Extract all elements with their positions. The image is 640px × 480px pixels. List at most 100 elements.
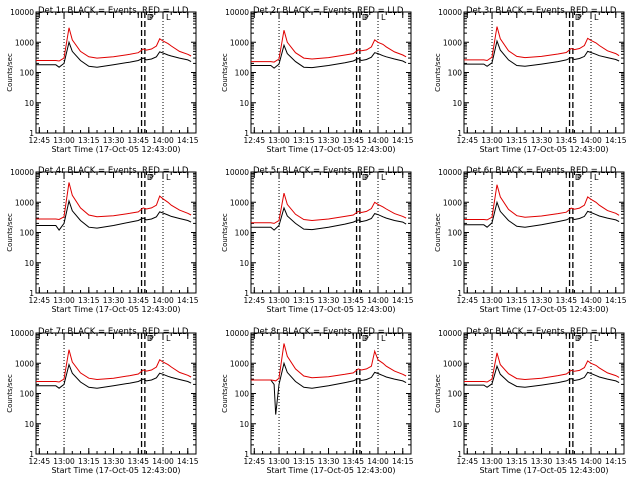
flag-label: D: [575, 13, 581, 22]
x-tick-label: 14:00: [367, 136, 389, 145]
panel-title: Det 2r BLACK = Events, RED = LLD: [253, 6, 404, 16]
flag-label: L: [381, 13, 386, 22]
x-axis-label: Start Time (17-Oct-05 12:43:00): [266, 305, 395, 314]
flag-label: D: [147, 13, 153, 22]
series-line-lld: [36, 349, 192, 383]
series-line-events: [36, 40, 192, 68]
x-axis-label: Start Time (17-Oct-05 12:43:00): [479, 145, 608, 154]
x-tick-label: 13:00: [268, 296, 290, 305]
y-tick-label: 100: [235, 229, 250, 238]
y-tick-label: 1000: [230, 359, 249, 368]
panel-title: Det 8r BLACK = Events, RED = LLD: [253, 327, 404, 337]
series-line-events: [464, 39, 620, 67]
x-tick-label: 14:00: [580, 296, 602, 305]
x-axis-label: Start Time (17-Oct-05 12:43:00): [51, 466, 180, 475]
x-axis-label: Start Time (17-Oct-05 12:43:00): [479, 305, 608, 314]
y-tick-label: 10000: [10, 168, 34, 177]
y-tick-label: 1: [29, 129, 34, 138]
panel-title: Det 1r BLACK = Events, RED = LLD: [38, 6, 189, 16]
series-line-lld: [464, 352, 620, 383]
x-tick-label: 13:45: [555, 136, 577, 145]
x-tick-label: 13:30: [318, 457, 340, 466]
x-tick-label: 13:15: [506, 136, 528, 145]
y-tick-label: 10: [239, 99, 249, 108]
chart-panel-3: 1 10 100 1000 10000 12:45 13:00 13:15 13:30 13:45…: [434, 6, 627, 154]
x-tick-label: 13:15: [506, 296, 528, 305]
series-line-events: [36, 199, 192, 231]
y-tick-label: 10: [24, 420, 34, 429]
y-axis-label: Counts/sec: [434, 53, 442, 92]
flag-label: L: [166, 13, 171, 22]
flag-label: L: [166, 173, 171, 182]
x-tick-label: 13:45: [555, 296, 577, 305]
x-tick-label: 13:15: [293, 296, 315, 305]
x-tick-label: 12:45: [28, 457, 50, 466]
x-tick-label: 13:30: [318, 136, 340, 145]
x-axis-label: Start Time (17-Oct-05 12:43:00): [51, 145, 180, 154]
flag-label: D: [362, 173, 368, 182]
x-tick-label: 14:15: [177, 136, 199, 145]
x-tick-label: 13:15: [78, 136, 100, 145]
series-line-lld: [251, 30, 407, 63]
x-tick-label: 12:45: [456, 457, 478, 466]
panel-title: Det 9r BLACK = Events, RED = LLD: [466, 327, 617, 337]
x-axis-label: Start Time (17-Oct-05 12:43:00): [266, 145, 395, 154]
x-tick-label: 13:00: [53, 296, 75, 305]
series-line-events: [464, 200, 620, 228]
flag-label: D: [362, 334, 368, 343]
x-tick-label: 14:15: [392, 136, 414, 145]
y-tick-label: 1000: [443, 359, 462, 368]
flag-label: L: [381, 173, 386, 182]
y-tick-label: 10000: [438, 329, 462, 338]
x-tick-label: 13:45: [342, 296, 364, 305]
x-tick-label: 14:00: [580, 136, 602, 145]
flag-label: P: [149, 13, 154, 22]
y-tick-label: 10000: [10, 329, 34, 338]
series-line-lld: [251, 192, 407, 224]
plot-frame: [463, 332, 625, 455]
series-line-events: [36, 362, 192, 389]
y-tick-label: 1: [457, 450, 462, 459]
series-line-lld: [464, 184, 620, 221]
x-tick-label: 12:45: [28, 136, 50, 145]
series-line-events: [251, 43, 407, 69]
x-tick-label: 14:15: [605, 296, 627, 305]
x-tick-label: 13:45: [127, 457, 149, 466]
y-tick-label: 100: [448, 229, 463, 238]
x-tick-label: 13:45: [127, 296, 149, 305]
y-tick-label: 1000: [443, 38, 462, 47]
series-line-lld: [464, 26, 620, 62]
flag-label: P: [577, 334, 582, 343]
flag-label: P: [577, 173, 582, 182]
x-tick-label: 13:30: [531, 296, 553, 305]
y-tick-label: 10: [24, 259, 34, 268]
x-tick-label: 13:00: [268, 457, 290, 466]
x-tick-label: 13:30: [103, 136, 125, 145]
y-axis-label: Counts/sec: [6, 374, 14, 413]
x-tick-label: 14:00: [367, 296, 389, 305]
y-tick-label: 1: [244, 450, 249, 459]
x-tick-label: 12:45: [243, 136, 265, 145]
x-tick-label: 14:00: [367, 457, 389, 466]
plot-frame: [35, 171, 197, 294]
flag-label: P: [364, 173, 369, 182]
flag-label: P: [577, 13, 582, 22]
chart-panel-1: 1 10 100 1000 10000 12:45 13:00 13:15 13:30 13:45…: [6, 6, 199, 154]
y-tick-label: 1000: [230, 38, 249, 47]
x-tick-label: 13:00: [53, 136, 75, 145]
x-tick-label: 13:00: [481, 457, 503, 466]
y-tick-label: 10: [239, 259, 249, 268]
y-tick-label: 1000: [15, 38, 34, 47]
series-line-events: [251, 206, 407, 231]
panel-title: Det 6r BLACK = Events, RED = LLD: [466, 166, 617, 176]
y-tick-label: 10000: [438, 8, 462, 17]
x-tick-label: 14:15: [177, 457, 199, 466]
x-tick-label: 13:45: [342, 457, 364, 466]
x-tick-label: 12:45: [243, 457, 265, 466]
x-tick-label: 13:15: [293, 457, 315, 466]
y-tick-label: 100: [20, 390, 35, 399]
y-tick-label: 10000: [10, 8, 34, 17]
series-line-lld: [36, 182, 192, 221]
x-tick-label: 13:15: [78, 457, 100, 466]
